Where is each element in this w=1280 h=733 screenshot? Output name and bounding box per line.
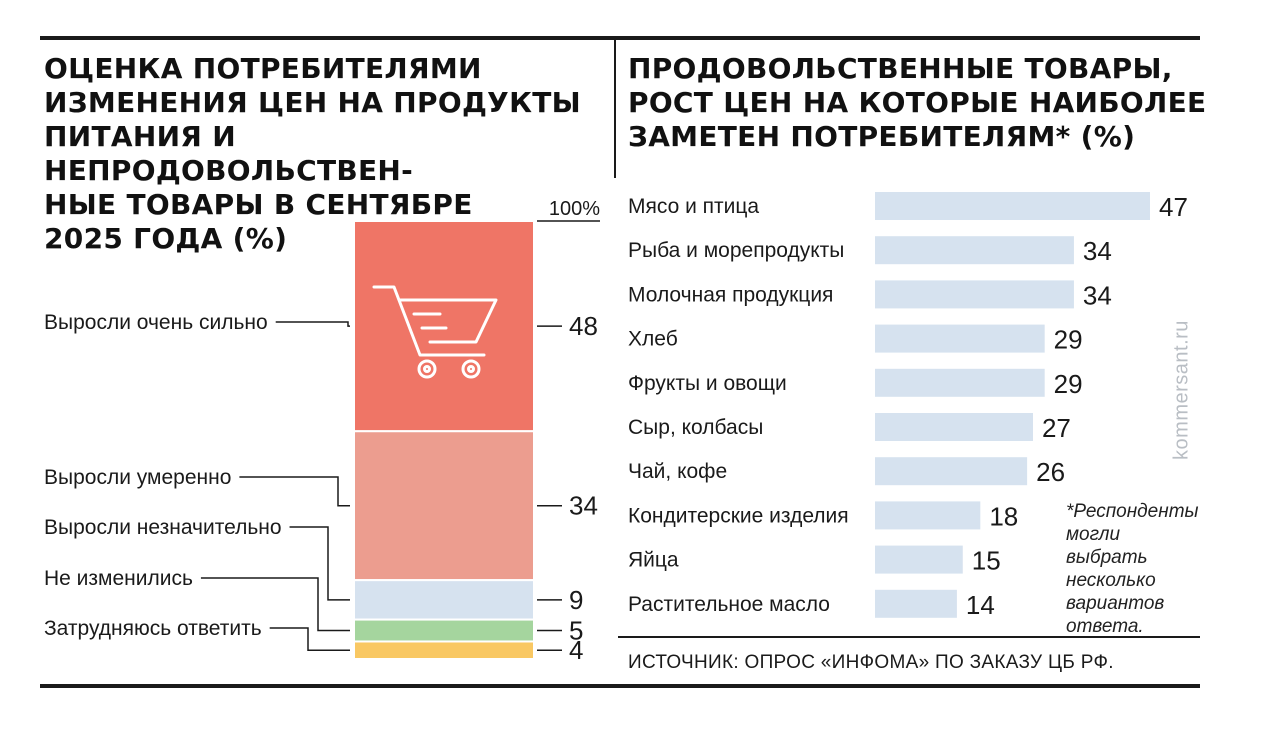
value-label: 47 <box>1159 192 1188 222</box>
watermark: kommersant.ru <box>1170 320 1193 460</box>
bar-рыба-и-морепродукты <box>875 236 1074 265</box>
value-label: 4 <box>569 635 583 665</box>
category-label: Не изменились <box>44 567 193 590</box>
value-label: 15 <box>972 546 1001 576</box>
footnote: *Респонденты могли выбрать несколько вар… <box>1066 501 1199 637</box>
category-label: Выросли очень сильно <box>44 311 268 334</box>
bar-мясо-и-птица <box>875 192 1150 220</box>
bar-кондитерские-изделия <box>875 501 981 530</box>
category-label: Затрудняюсь ответить <box>44 617 262 640</box>
value-label: 18 <box>989 501 1018 531</box>
category-label: Кондитерские изделия <box>628 504 849 527</box>
right-chart-title: Продовольственные товары, рост цен на ко… <box>628 52 1207 153</box>
value-label: 34 <box>1083 280 1112 310</box>
category-label: Яйца <box>628 549 679 572</box>
leader-line <box>200 577 350 632</box>
category-label: Молочная продукция <box>628 283 833 306</box>
value-label: 29 <box>1054 369 1083 399</box>
value-label: 34 <box>1083 236 1112 266</box>
stack-segment-выросли-незначительно <box>353 579 535 621</box>
bar-хлеб <box>875 324 1045 353</box>
category-label: Выросли незначительно <box>44 516 282 539</box>
leader-line <box>275 321 350 327</box>
value-label: 27 <box>1042 413 1071 443</box>
stack-segment-выросли-умеренно <box>353 430 535 582</box>
bar-растительное-масло <box>875 589 957 618</box>
source-rule <box>618 636 1200 638</box>
left-chart-title: Оценка потребителями изменения цен на пр… <box>44 52 581 255</box>
value-label: 5 <box>569 616 583 646</box>
value-label: 14 <box>966 590 995 620</box>
top-rule <box>40 36 1200 40</box>
category-label: Сыр, колбасы <box>628 416 763 439</box>
shopping-cart-icon <box>372 285 498 379</box>
bottom-rule <box>40 684 1200 688</box>
category-label: Рыба и морепродукты <box>628 239 844 262</box>
bar-сыр-колбасы <box>875 413 1033 441</box>
value-label: 26 <box>1036 457 1065 487</box>
bar-молочная-продукция <box>875 280 1074 309</box>
stack-segment-не-изменились <box>353 618 535 643</box>
value-label: 48 <box>569 311 598 341</box>
leader-line <box>289 526 350 601</box>
stack-segment-затрудняюсь-ответить <box>353 640 535 660</box>
bar-фрукты-и-овощи <box>875 368 1045 397</box>
value-label: 29 <box>1054 325 1083 355</box>
category-label: Растительное масло <box>628 593 830 616</box>
leader-line <box>269 627 350 651</box>
value-label: 34 <box>569 491 598 521</box>
column-divider <box>614 40 616 178</box>
bar-чай-кофе <box>875 457 1028 486</box>
category-label: Выросли умеренно <box>44 466 231 489</box>
source-note: ИСТОЧНИК: ОПРОС «ИНФОМА» ПО ЗАКАЗУ ЦБ РФ… <box>628 652 1114 673</box>
bar-яйца <box>875 545 963 574</box>
value-label: 9 <box>569 585 583 615</box>
category-label: Мясо и птица <box>628 195 759 218</box>
category-label: Хлеб <box>628 328 678 351</box>
category-label: Фрукты и овощи <box>628 372 787 395</box>
category-label: Чай, кофе <box>628 460 727 483</box>
leader-line <box>239 476 350 507</box>
